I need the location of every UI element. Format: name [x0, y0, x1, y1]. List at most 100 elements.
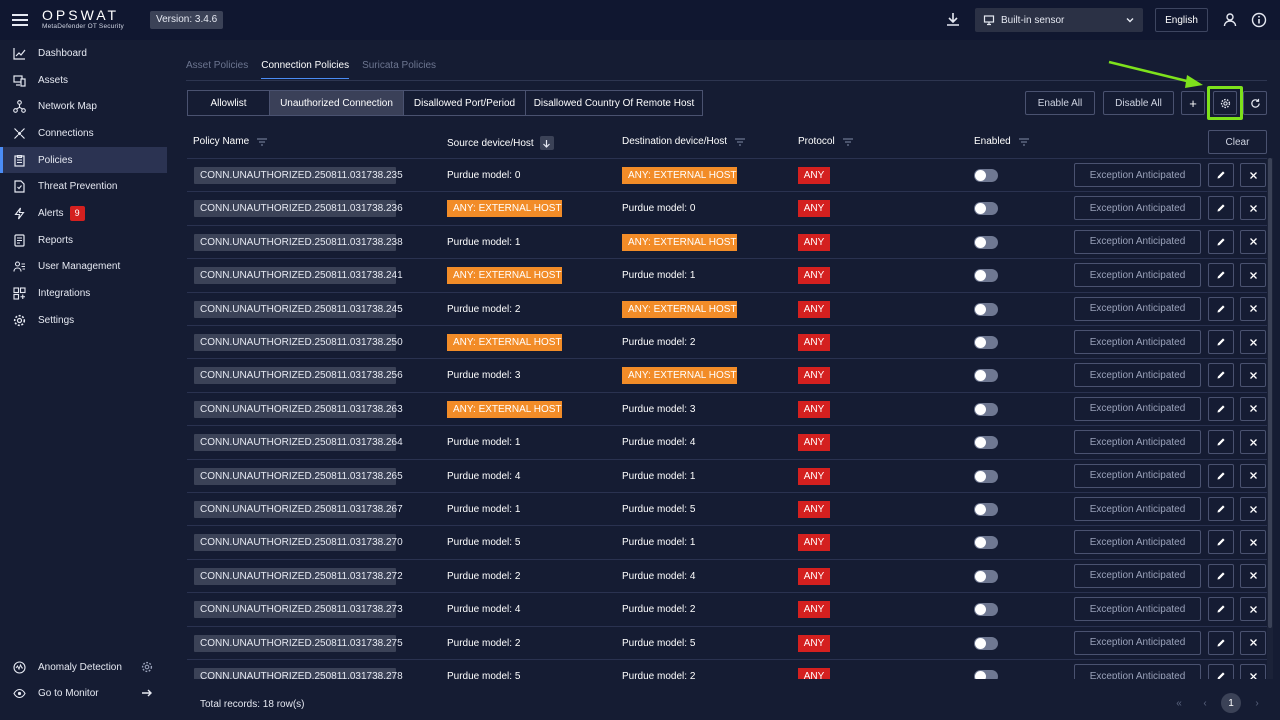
sidebar-item-dashboard[interactable]: Dashboard	[0, 40, 167, 66]
exception-anticipated-button[interactable]: Exception Anticipated	[1074, 463, 1201, 488]
exception-anticipated-button[interactable]: Exception Anticipated	[1074, 229, 1201, 254]
edit-button[interactable]	[1208, 497, 1234, 521]
tab-disallowed-port-period[interactable]: Disallowed Port/Period	[403, 90, 526, 116]
tab-unauthorized-connection[interactable]: Unauthorized Connection	[269, 90, 404, 116]
prev-page-icon[interactable]: ‹	[1203, 697, 1207, 709]
exception-anticipated-button[interactable]: Exception Anticipated	[1074, 497, 1201, 521]
edit-button[interactable]	[1208, 229, 1234, 254]
exception-anticipated-button[interactable]: Exception Anticipated	[1074, 530, 1201, 555]
add-policy-button[interactable]: +	[1181, 91, 1205, 115]
delete-button[interactable]	[1240, 229, 1266, 254]
exception-anticipated-button[interactable]: Exception Anticipated	[1074, 363, 1201, 388]
edit-button[interactable]	[1208, 330, 1234, 354]
enabled-toggle[interactable]	[974, 569, 998, 583]
enabled-toggle[interactable]	[974, 269, 998, 283]
delete-button[interactable]	[1240, 497, 1266, 521]
tab-asset-policies[interactable]: Asset Policies	[186, 60, 249, 71]
edit-button[interactable]	[1208, 463, 1234, 488]
enabled-toggle[interactable]	[974, 169, 998, 182]
sidebar-item-alerts[interactable]: Alerts 9	[0, 200, 167, 226]
download-icon[interactable]	[944, 11, 962, 29]
delete-button[interactable]	[1240, 330, 1266, 354]
delete-button[interactable]	[1240, 163, 1266, 187]
first-page-icon[interactable]: «	[1176, 697, 1182, 709]
settings-button[interactable]	[1213, 91, 1237, 115]
exception-anticipated-button[interactable]: Exception Anticipated	[1074, 563, 1201, 588]
sidebar-item-connections[interactable]: Connections	[0, 120, 167, 146]
delete-button[interactable]	[1240, 196, 1266, 221]
sidebar-item-assets[interactable]: Assets	[0, 67, 167, 93]
edit-button[interactable]	[1208, 430, 1234, 455]
enabled-toggle[interactable]	[974, 336, 998, 349]
gear-icon[interactable]	[141, 661, 153, 673]
delete-button[interactable]	[1240, 263, 1266, 288]
filter-icon[interactable]	[257, 137, 268, 146]
page-number[interactable]: 1	[1221, 693, 1241, 713]
sidebar-item-settings[interactable]: Settings	[0, 307, 167, 333]
sidebar-item-anomaly-detection[interactable]: Anomaly Detection	[0, 654, 167, 680]
delete-button[interactable]	[1240, 530, 1266, 555]
sidebar-item-integrations[interactable]: Integrations	[0, 280, 167, 306]
filter-icon[interactable]	[735, 137, 746, 146]
sidebar-item-network-map[interactable]: Network Map	[0, 93, 167, 119]
delete-button[interactable]	[1240, 430, 1266, 455]
sidebar-item-user-management[interactable]: User Management	[0, 253, 167, 279]
edit-button[interactable]	[1208, 163, 1234, 187]
edit-button[interactable]	[1208, 563, 1234, 588]
edit-button[interactable]	[1208, 530, 1234, 555]
delete-button[interactable]	[1240, 664, 1266, 679]
enabled-toggle[interactable]	[974, 436, 998, 450]
enabled-toggle[interactable]	[974, 302, 998, 316]
enable-all-button[interactable]: Enable All	[1025, 91, 1095, 115]
enabled-toggle[interactable]	[974, 369, 998, 383]
edit-button[interactable]	[1208, 263, 1234, 288]
table-scrollbar[interactable]	[1267, 158, 1273, 679]
edit-button[interactable]	[1208, 296, 1234, 321]
sidebar-item-policies[interactable]: Policies	[0, 147, 167, 173]
exception-anticipated-button[interactable]: Exception Anticipated	[1074, 664, 1201, 679]
enabled-toggle[interactable]	[974, 636, 998, 650]
filter-icon[interactable]	[1018, 137, 1029, 146]
exception-anticipated-button[interactable]: Exception Anticipated	[1074, 196, 1201, 221]
enabled-toggle[interactable]	[974, 235, 998, 249]
user-icon[interactable]	[1222, 12, 1238, 28]
sort-button[interactable]	[539, 136, 554, 150]
exception-anticipated-button[interactable]: Exception Anticipated	[1074, 296, 1201, 321]
tab-suricata-policies[interactable]: Suricata Policies	[362, 60, 436, 71]
exception-anticipated-button[interactable]: Exception Anticipated	[1074, 163, 1201, 187]
edit-button[interactable]	[1208, 363, 1234, 388]
info-icon[interactable]	[1251, 12, 1267, 28]
sidebar-item-reports[interactable]: Reports	[0, 227, 167, 253]
sidebar-item-go-to-monitor[interactable]: Go to Monitor	[0, 680, 167, 706]
enabled-toggle[interactable]	[974, 402, 998, 416]
refresh-button[interactable]	[1243, 91, 1267, 115]
sidebar-item-threat-prevention[interactable]: Threat Prevention	[0, 173, 167, 199]
filter-icon[interactable]	[842, 137, 853, 146]
scrollbar-thumb[interactable]	[1268, 158, 1272, 628]
clear-filters-button[interactable]: Clear	[1208, 130, 1267, 154]
edit-button[interactable]	[1208, 597, 1234, 622]
disable-all-button[interactable]: Disable All	[1103, 91, 1174, 115]
exception-anticipated-button[interactable]: Exception Anticipated	[1074, 396, 1201, 421]
delete-button[interactable]	[1240, 630, 1266, 655]
sensor-select[interactable]: Built-in sensor	[975, 8, 1143, 32]
exception-anticipated-button[interactable]: Exception Anticipated	[1074, 330, 1201, 354]
enabled-toggle[interactable]	[974, 503, 998, 516]
exception-anticipated-button[interactable]: Exception Anticipated	[1074, 430, 1201, 455]
exception-anticipated-button[interactable]: Exception Anticipated	[1074, 263, 1201, 288]
exception-anticipated-button[interactable]: Exception Anticipated	[1074, 597, 1201, 622]
edit-button[interactable]	[1208, 664, 1234, 679]
edit-button[interactable]	[1208, 630, 1234, 655]
enabled-toggle[interactable]	[974, 670, 998, 679]
edit-button[interactable]	[1208, 396, 1234, 421]
edit-button[interactable]	[1208, 196, 1234, 221]
tab-allowlist[interactable]: Allowlist	[187, 90, 270, 116]
enabled-toggle[interactable]	[974, 469, 998, 483]
menu-icon[interactable]	[12, 12, 28, 28]
enabled-toggle[interactable]	[974, 603, 998, 617]
delete-button[interactable]	[1240, 363, 1266, 388]
delete-button[interactable]	[1240, 563, 1266, 588]
exception-anticipated-button[interactable]: Exception Anticipated	[1074, 630, 1201, 655]
tab-connection-policies[interactable]: Connection Policies	[261, 60, 350, 79]
next-page-icon[interactable]: ›	[1255, 697, 1259, 709]
